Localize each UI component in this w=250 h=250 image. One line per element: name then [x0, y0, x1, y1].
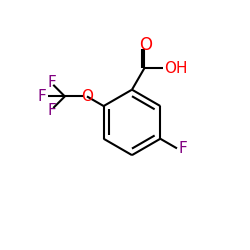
Text: O: O	[81, 89, 93, 104]
Text: F: F	[178, 141, 187, 156]
Text: OH: OH	[164, 60, 187, 76]
Text: O: O	[139, 36, 152, 54]
Text: F: F	[38, 89, 46, 104]
Text: F: F	[48, 75, 57, 90]
Text: F: F	[48, 103, 57, 118]
